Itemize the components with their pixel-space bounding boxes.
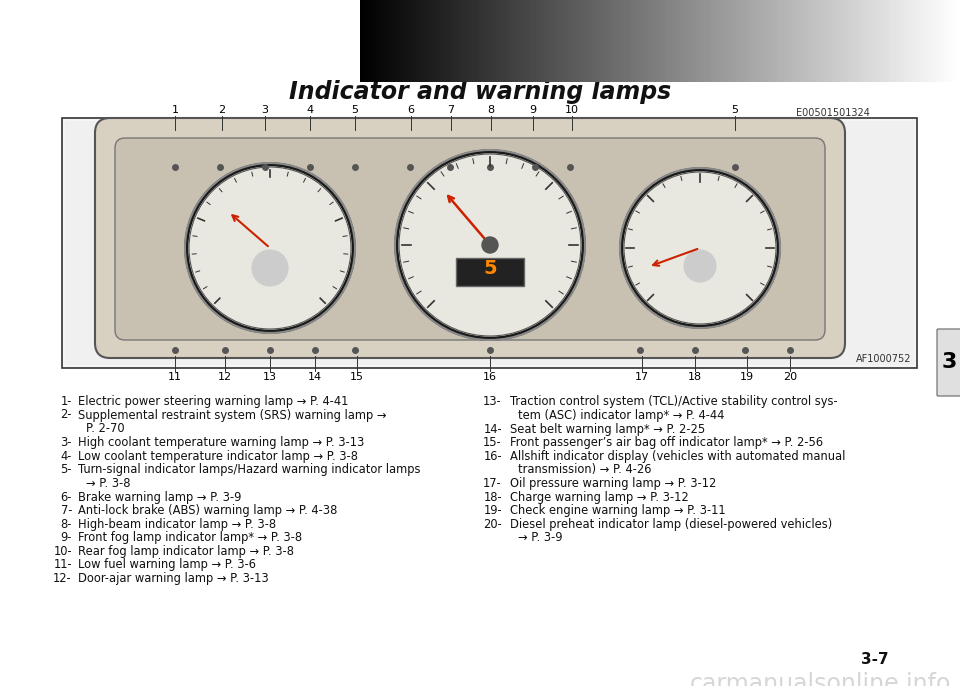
Circle shape xyxy=(395,150,585,340)
Text: tem (ASC) indicator lamp* → P. 4-44: tem (ASC) indicator lamp* → P. 4-44 xyxy=(518,408,725,421)
Text: Seat belt warning lamp* → P. 2-25: Seat belt warning lamp* → P. 2-25 xyxy=(510,423,706,436)
Text: 8: 8 xyxy=(488,105,494,115)
Text: 15-: 15- xyxy=(483,436,502,449)
Text: 3: 3 xyxy=(261,105,269,115)
Text: Allshift indicator display (vehicles with automated manual: Allshift indicator display (vehicles wit… xyxy=(510,450,846,462)
Text: Turn-signal indicator lamps/Hazard warning indicator lamps: Turn-signal indicator lamps/Hazard warni… xyxy=(78,463,420,476)
Text: Electric power steering warning lamp → P. 4-41: Electric power steering warning lamp → P… xyxy=(78,395,348,408)
Text: 16: 16 xyxy=(483,372,497,382)
Text: 9-: 9- xyxy=(60,532,72,545)
Bar xyxy=(65,121,914,365)
Text: 13: 13 xyxy=(263,372,277,382)
Text: 14-: 14- xyxy=(484,423,502,436)
Text: carmanualsonline.info: carmanualsonline.info xyxy=(689,672,950,686)
Text: 18: 18 xyxy=(688,372,702,382)
Text: Anti-lock brake (ABS) warning lamp → P. 4-38: Anti-lock brake (ABS) warning lamp → P. … xyxy=(78,504,337,517)
Text: 3-: 3- xyxy=(60,436,72,449)
Text: Front fog lamp indicator lamp* → P. 3-8: Front fog lamp indicator lamp* → P. 3-8 xyxy=(78,532,302,545)
Text: 11-: 11- xyxy=(54,558,72,571)
Text: Front passenger’s air bag off indicator lamp* → P. 2-56: Front passenger’s air bag off indicator … xyxy=(510,436,823,449)
Text: Diesel preheat indicator lamp (diesel-powered vehicles): Diesel preheat indicator lamp (diesel-po… xyxy=(510,518,832,531)
Text: 2: 2 xyxy=(219,105,226,115)
Text: 7: 7 xyxy=(447,105,455,115)
Text: 11: 11 xyxy=(168,372,182,382)
Text: 5-: 5- xyxy=(60,463,72,476)
Text: Check engine warning lamp → P. 3-11: Check engine warning lamp → P. 3-11 xyxy=(510,504,726,517)
Text: 16-: 16- xyxy=(484,450,502,462)
Text: 12-: 12- xyxy=(53,572,72,585)
Text: 19: 19 xyxy=(740,372,754,382)
Text: 17-: 17- xyxy=(483,477,502,490)
Circle shape xyxy=(189,167,351,329)
FancyBboxPatch shape xyxy=(937,329,960,396)
Text: 10-: 10- xyxy=(54,545,72,558)
Circle shape xyxy=(624,172,776,324)
Text: 4-: 4- xyxy=(60,450,72,462)
Text: Supplemental restraint system (SRS) warning lamp →: Supplemental restraint system (SRS) warn… xyxy=(78,408,387,421)
Text: 3: 3 xyxy=(942,352,957,372)
Text: 1: 1 xyxy=(172,105,179,115)
Text: 8-: 8- xyxy=(60,518,72,531)
Text: 9: 9 xyxy=(529,105,537,115)
Text: 13-: 13- xyxy=(483,395,502,408)
Text: 19-: 19- xyxy=(484,504,502,517)
Text: Door-ajar warning lamp → P. 3-13: Door-ajar warning lamp → P. 3-13 xyxy=(78,572,269,585)
Text: Charge warning lamp → P. 3-12: Charge warning lamp → P. 3-12 xyxy=(510,491,688,504)
Text: 6: 6 xyxy=(407,105,415,115)
Text: 5: 5 xyxy=(732,105,738,115)
Text: 18-: 18- xyxy=(484,491,502,504)
Text: Traction control system (TCL)/Active stability control sys-: Traction control system (TCL)/Active sta… xyxy=(510,395,838,408)
Text: transmission) → P. 4-26: transmission) → P. 4-26 xyxy=(518,463,652,476)
Circle shape xyxy=(620,168,780,328)
Text: 20: 20 xyxy=(783,372,797,382)
Text: Low fuel warning lamp → P. 3-6: Low fuel warning lamp → P. 3-6 xyxy=(78,558,256,571)
Text: High-beam indicator lamp → P. 3-8: High-beam indicator lamp → P. 3-8 xyxy=(78,518,276,531)
Text: 15: 15 xyxy=(350,372,364,382)
Text: 7-: 7- xyxy=(60,504,72,517)
Text: 17: 17 xyxy=(635,372,649,382)
Circle shape xyxy=(252,250,288,286)
Text: 5: 5 xyxy=(483,259,497,278)
Text: → P. 3-9: → P. 3-9 xyxy=(518,532,563,545)
Text: 10: 10 xyxy=(565,105,579,115)
Circle shape xyxy=(684,250,716,282)
Text: Instruments and controls: Instruments and controls xyxy=(792,28,940,41)
Text: Brake warning lamp → P. 3-9: Brake warning lamp → P. 3-9 xyxy=(78,491,241,504)
Bar xyxy=(62,118,917,368)
Text: Rear fog lamp indicator lamp → P. 3-8: Rear fog lamp indicator lamp → P. 3-8 xyxy=(78,545,294,558)
Text: 5: 5 xyxy=(351,105,358,115)
Circle shape xyxy=(399,154,581,336)
Text: 6-: 6- xyxy=(60,491,72,504)
Text: High coolant temperature warning lamp → P. 3-13: High coolant temperature warning lamp → … xyxy=(78,436,365,449)
Bar xyxy=(456,258,524,286)
Text: 12: 12 xyxy=(218,372,232,382)
Text: 20-: 20- xyxy=(483,518,502,531)
Text: AF1000752: AF1000752 xyxy=(855,354,911,364)
Text: P. 2-70: P. 2-70 xyxy=(86,422,125,435)
Circle shape xyxy=(185,163,355,333)
Text: 2-: 2- xyxy=(60,408,72,421)
Text: 4: 4 xyxy=(306,105,314,115)
Text: 1-: 1- xyxy=(60,395,72,408)
Text: Oil pressure warning lamp → P. 3-12: Oil pressure warning lamp → P. 3-12 xyxy=(510,477,716,490)
Text: 14: 14 xyxy=(308,372,322,382)
Text: → P. 3-8: → P. 3-8 xyxy=(86,477,131,490)
Text: E00501501324: E00501501324 xyxy=(796,108,870,118)
FancyBboxPatch shape xyxy=(115,138,825,340)
Text: Indicator and warning lamps: Indicator and warning lamps xyxy=(289,80,671,104)
Circle shape xyxy=(482,237,498,253)
FancyBboxPatch shape xyxy=(95,118,845,358)
Text: 3-7: 3-7 xyxy=(861,652,889,667)
Text: Low coolant temperature indicator lamp → P. 3-8: Low coolant temperature indicator lamp →… xyxy=(78,450,358,462)
